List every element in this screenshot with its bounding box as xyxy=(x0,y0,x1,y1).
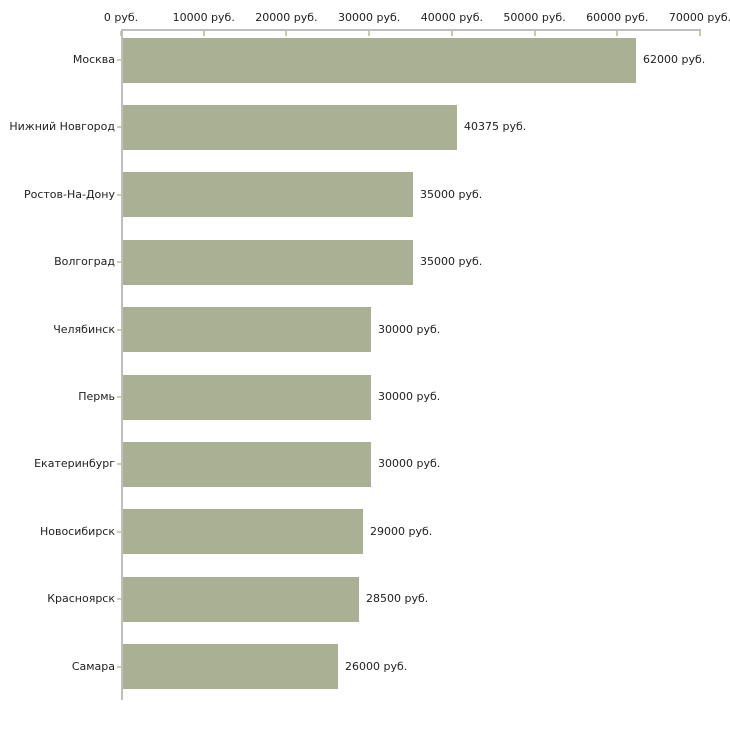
category-tick xyxy=(117,59,121,61)
x-axis-tick-label: 10000 руб. xyxy=(172,11,235,24)
x-axis-tick-label: 40000 руб. xyxy=(420,11,483,24)
value-label: 30000 руб. xyxy=(378,322,441,336)
bar xyxy=(123,644,338,690)
bar xyxy=(123,239,413,285)
bar xyxy=(123,104,457,150)
x-axis-tick-label: 20000 руб. xyxy=(255,11,318,24)
category-tick xyxy=(117,396,121,398)
value-label: 30000 руб. xyxy=(378,390,441,403)
x-axis-tick xyxy=(533,31,536,36)
category-label: Челябинск xyxy=(53,322,115,336)
category-label: Ростов-На-Дону xyxy=(23,187,115,201)
bar xyxy=(123,441,371,487)
category-label: Красноярск xyxy=(47,592,115,606)
x-axis-tick-label: 30000 руб. xyxy=(338,11,401,24)
value-label: 62000 руб. xyxy=(643,53,706,66)
bar xyxy=(123,172,413,218)
bar xyxy=(123,576,359,622)
category-label: Пермь xyxy=(78,390,115,403)
x-axis-tick xyxy=(699,31,701,36)
x-axis-tick xyxy=(202,31,205,36)
category-tick xyxy=(117,463,121,466)
category-tick xyxy=(117,530,121,533)
category-label: Нижний Новгород xyxy=(9,120,115,134)
category-label: Волгоград xyxy=(54,255,115,269)
bar xyxy=(123,307,371,353)
category-tick xyxy=(117,193,121,196)
x-axis-line xyxy=(121,29,701,31)
x-axis-tick-label: 50000 руб. xyxy=(503,11,566,24)
bar xyxy=(123,374,371,420)
category-tick xyxy=(117,598,121,601)
category-tick xyxy=(117,126,121,129)
x-axis-tick xyxy=(450,31,453,36)
bar xyxy=(123,509,363,555)
value-label: 30000 руб. xyxy=(378,457,441,471)
value-label: 26000 руб. xyxy=(345,659,408,673)
value-label: 28500 руб. xyxy=(366,592,429,606)
category-label: Москва xyxy=(72,53,115,66)
x-axis-tick-label: 70000 руб. xyxy=(668,11,730,24)
value-label: 40375 руб. xyxy=(464,120,527,134)
x-axis-tick-label: 0 руб. xyxy=(103,11,139,24)
bar xyxy=(123,37,636,83)
category-tick xyxy=(117,665,121,668)
category-label: Самара xyxy=(71,659,115,673)
x-axis-tick xyxy=(368,31,371,36)
value-label: 35000 руб. xyxy=(420,187,483,201)
category-label: Новосибирск xyxy=(39,524,115,538)
value-label: 35000 руб. xyxy=(420,255,483,269)
x-axis-tick xyxy=(616,31,619,36)
x-axis-tick xyxy=(285,31,288,36)
x-axis-tick-label: 60000 руб. xyxy=(586,11,649,24)
category-tick xyxy=(117,261,121,264)
y-axis-line xyxy=(121,30,123,700)
value-label: 29000 руб. xyxy=(370,524,433,538)
category-label: Екатеринбург xyxy=(34,457,115,471)
category-tick xyxy=(117,328,121,331)
